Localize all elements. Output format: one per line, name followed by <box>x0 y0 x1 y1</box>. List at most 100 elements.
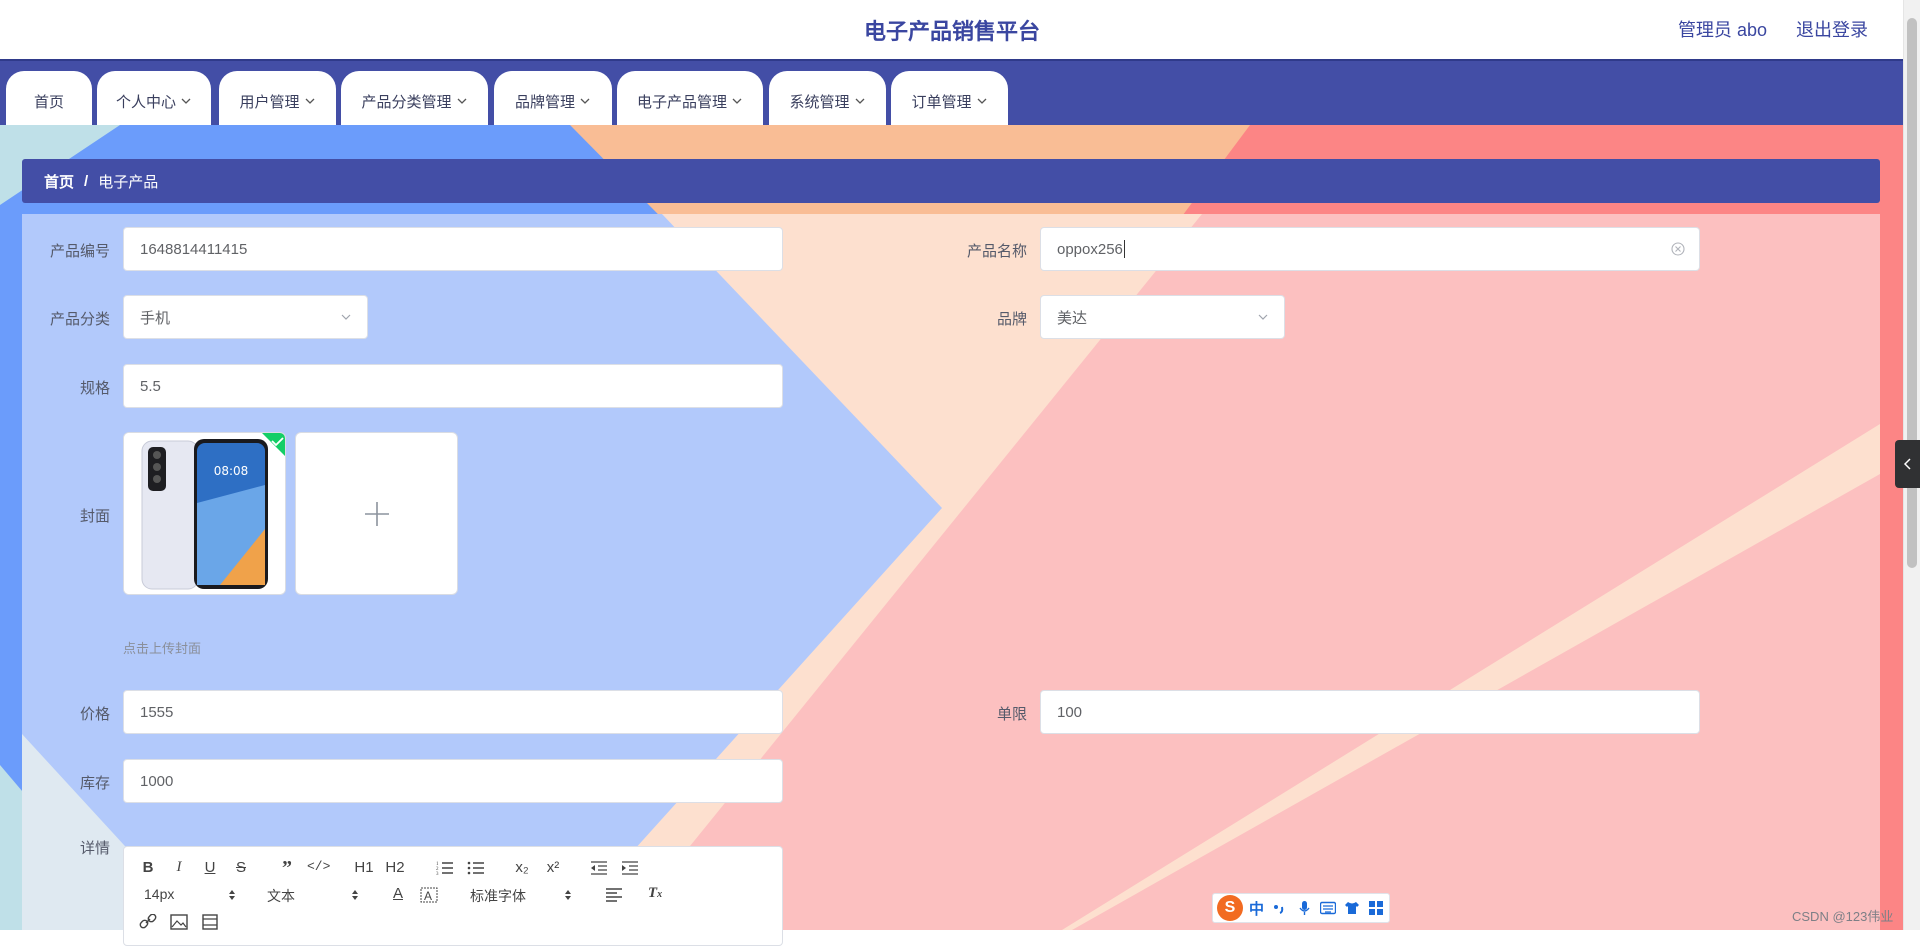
nav-category-label: 产品分类管理 <box>361 93 452 111</box>
nav-system[interactable]: 系统管理 <box>769 71 886 125</box>
bold-icon[interactable]: B <box>142 859 154 876</box>
indent-icon[interactable] <box>619 860 641 876</box>
svg-text:2: 2 <box>436 867 439 872</box>
video-icon[interactable] <box>199 914 221 930</box>
clear-format-icon[interactable]: Tx <box>647 885 663 901</box>
font-size-select[interactable]: 14px <box>144 886 235 902</box>
chevron-down-icon <box>580 98 590 104</box>
blockquote-icon[interactable]: ” <box>282 857 292 879</box>
ime-language-indicator[interactable]: 中 <box>1249 900 1265 918</box>
nav-products-label: 电子产品管理 <box>636 93 727 111</box>
price-input[interactable]: 1555 <box>123 690 783 734</box>
background-color-icon[interactable]: A <box>418 887 440 903</box>
text-caret <box>1123 240 1125 258</box>
chevron-down-icon <box>732 98 742 104</box>
product-name-input[interactable]: oppox256 <box>1040 227 1700 271</box>
brand-selected-value: 美达 <box>1057 309 1088 327</box>
nav-orders[interactable]: 订单管理 <box>891 71 1008 125</box>
chevron-down-icon <box>457 98 466 104</box>
category-selected-value: 手机 <box>140 309 171 327</box>
image-icon[interactable] <box>168 914 190 930</box>
nav-brand[interactable]: 品牌管理 <box>494 71 612 125</box>
font-family-select[interactable]: 标准字体 <box>470 886 571 906</box>
italic-icon[interactable]: I <box>176 859 182 875</box>
nav-home[interactable]: 首页 <box>6 71 92 125</box>
stock-value: 1000 <box>140 772 174 790</box>
product-name-value: oppox256 <box>1057 240 1123 258</box>
nav-profile-label: 个人中心 <box>115 93 176 111</box>
superscript-icon[interactable]: x² <box>546 859 560 876</box>
side-panel-toggle[interactable] <box>1895 440 1920 488</box>
phone-image: 08:08 <box>124 433 285 594</box>
watermark: CSDN @123伟业 <box>1792 909 1894 924</box>
heading1-icon[interactable]: H1 <box>354 859 374 876</box>
nav-system-label: 系统管理 <box>789 93 850 111</box>
chevron-down-icon <box>855 98 864 104</box>
clear-circle-icon[interactable] <box>1671 242 1685 256</box>
keyboard-icon[interactable] <box>1320 901 1337 915</box>
limit-label: 单限 <box>996 706 1027 723</box>
updown-arrows-icon <box>565 890 571 900</box>
category-select[interactable]: 手机 <box>123 295 368 339</box>
brand-select[interactable]: 美达 <box>1040 295 1285 339</box>
spec-input[interactable]: 5.5 <box>123 364 783 408</box>
sogou-logo-icon: S <box>1217 895 1243 921</box>
nav-orders-label: 订单管理 <box>911 93 972 111</box>
cover-label: 封面 <box>79 508 110 525</box>
nav-users[interactable]: 用户管理 <box>219 71 336 125</box>
header-type-value: 文本 <box>267 888 295 904</box>
punctuation-icon[interactable] <box>1272 901 1288 915</box>
product-name-label: 产品名称 <box>966 243 1027 260</box>
chevron-down-icon <box>305 98 314 104</box>
product-code-value: 1648814411415 <box>140 240 248 258</box>
breadcrumb-home[interactable]: 首页 <box>44 173 75 191</box>
current-user: 管理员 abo <box>1677 20 1767 40</box>
nav-profile[interactable]: 个人中心 <box>97 71 211 125</box>
strike-icon[interactable]: S <box>235 859 246 876</box>
font-family-value: 标准字体 <box>470 888 526 904</box>
category-label: 产品分类 <box>49 311 110 328</box>
main-nav: 首页 个人中心 用户管理 产品分类管理 品牌管理 电子产品管理 系统管理 订单管… <box>0 61 1904 125</box>
svg-text:1: 1 <box>436 862 439 867</box>
skin-shirt-icon[interactable] <box>1344 901 1360 915</box>
upload-cover-button[interactable] <box>295 432 458 595</box>
spec-label: 规格 <box>79 380 110 397</box>
link-icon[interactable] <box>137 914 159 930</box>
font-color-icon[interactable]: A <box>392 885 403 902</box>
price-value: 1555 <box>140 703 174 721</box>
underline-icon[interactable]: U <box>204 859 216 876</box>
limit-value: 100 <box>1057 703 1083 721</box>
plus-icon <box>365 502 389 526</box>
svg-text:A: A <box>424 889 432 903</box>
nav-users-label: 用户管理 <box>239 93 300 111</box>
nav-home-label: 首页 <box>33 93 64 111</box>
logout-link[interactable]: 退出登录 <box>1796 20 1868 40</box>
subscript-icon[interactable]: x₂ <box>515 859 529 876</box>
uploaded-cover-thumbnail[interactable]: 08:08 <box>123 432 286 595</box>
nav-products[interactable]: 电子产品管理 <box>617 71 763 125</box>
ime-toolbar[interactable]: S 中 <box>1212 893 1390 923</box>
bullet-list-icon[interactable] <box>465 860 487 876</box>
product-code-input[interactable]: 1648814411415 <box>123 227 783 271</box>
chevron-down-icon <box>181 98 191 104</box>
product-code-label: 产品编号 <box>49 243 110 260</box>
ordered-list-icon[interactable]: 123 <box>434 860 456 876</box>
align-icon[interactable] <box>603 887 625 903</box>
chevron-down-icon <box>977 98 986 104</box>
header-type-select[interactable]: 文本 <box>267 886 358 906</box>
updown-arrows-icon <box>352 890 358 900</box>
outdent-icon[interactable] <box>588 860 610 876</box>
heading2-icon[interactable]: H2 <box>385 859 405 876</box>
top-header: 电子产品销售平台 管理员 abo 退出登录 <box>0 0 1904 61</box>
chevron-left-icon <box>1903 458 1911 470</box>
nav-brand-label: 品牌管理 <box>514 93 575 111</box>
nav-category[interactable]: 产品分类管理 <box>341 71 488 125</box>
chevron-down-icon <box>341 314 351 320</box>
stock-input[interactable]: 1000 <box>123 759 783 803</box>
scrollbar-thumb[interactable] <box>1907 18 1917 568</box>
toolbox-grid-icon[interactable] <box>1368 901 1384 915</box>
microphone-icon[interactable] <box>1296 901 1312 915</box>
code-block-icon[interactable]: </> <box>307 859 331 874</box>
limit-input[interactable]: 100 <box>1040 690 1700 734</box>
